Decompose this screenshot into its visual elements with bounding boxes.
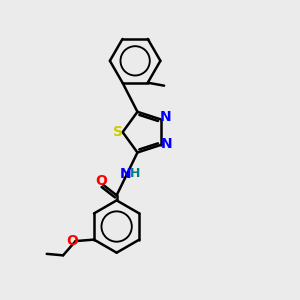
Text: N: N (120, 167, 131, 181)
Text: N: N (160, 137, 172, 151)
Text: N: N (159, 110, 171, 124)
Text: O: O (66, 234, 78, 248)
Text: H: H (130, 167, 140, 180)
Text: O: O (95, 174, 107, 188)
Text: S: S (113, 125, 124, 139)
